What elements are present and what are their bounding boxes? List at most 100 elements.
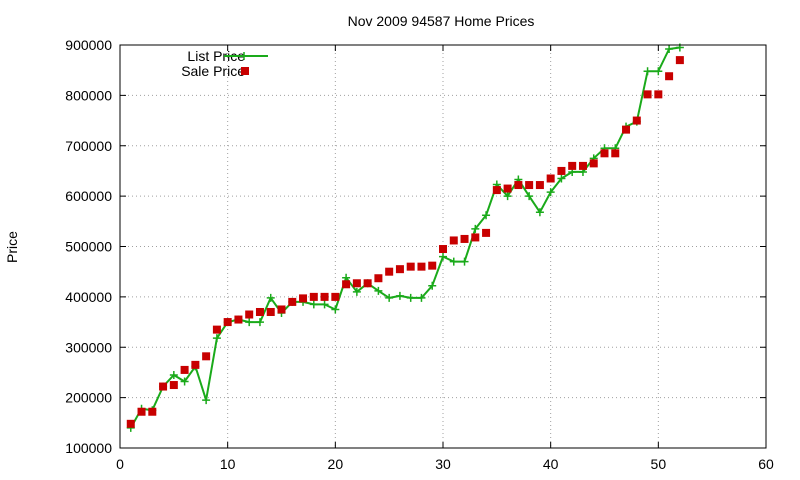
sale-price-point [406, 262, 415, 271]
sale-price-point [482, 228, 491, 237]
y-tick-label: 100000 [65, 440, 112, 456]
x-tick-label: 20 [328, 456, 344, 472]
y-tick-label: 900000 [65, 37, 112, 53]
list-price-point [439, 252, 447, 261]
list-price-point [255, 318, 264, 327]
sale-price-point [557, 166, 566, 175]
list-price-point [309, 300, 318, 309]
sale-price-point [589, 159, 598, 168]
list-price-point [654, 67, 663, 76]
list-price-point [482, 211, 491, 220]
sale-price-point [309, 292, 318, 301]
list-price-point [385, 293, 394, 302]
y-axis-label: Price [4, 231, 20, 263]
sale-price-point [611, 149, 620, 158]
list-price-point [525, 192, 534, 201]
y-tick-label: 500000 [65, 239, 112, 255]
legend-label-sale-price: Sale Price [181, 63, 245, 79]
sale-price-point [159, 382, 168, 391]
x-tick-label: 40 [543, 456, 559, 472]
legend-label-list-price: List Price [187, 48, 245, 64]
sale-price-point [299, 294, 308, 303]
series-layer [126, 43, 684, 432]
list-price-point [395, 291, 404, 300]
chart-title: Nov 2009 94587 Home Prices [348, 13, 535, 29]
sale-price-point [169, 381, 178, 390]
sale-price-point [320, 292, 329, 301]
list-price-point [460, 257, 469, 266]
sale-price-point [363, 279, 372, 288]
sale-price-point [266, 307, 275, 316]
list-price-point [449, 257, 458, 266]
list-price-point [503, 192, 512, 201]
list-price-point [352, 287, 361, 296]
sale-price-point [578, 161, 587, 170]
sale-price-point [331, 292, 340, 301]
y-tick-label: 700000 [65, 138, 112, 154]
y-tick-label: 600000 [65, 188, 112, 204]
y-tick-label: 800000 [65, 87, 112, 103]
list-price-point [320, 300, 329, 309]
sale-price-point [439, 245, 447, 254]
sale-price-point [568, 161, 577, 170]
sale-price-point [352, 279, 361, 288]
sale-price-point [223, 318, 232, 327]
sale-price-point [148, 407, 157, 416]
list-price-point [180, 377, 189, 386]
sale-price-point [675, 56, 684, 65]
legend: List Price Sale Price [181, 48, 268, 79]
list-price-point [266, 293, 275, 302]
sale-price-point [255, 307, 264, 316]
sale-price-point [535, 181, 544, 190]
sale-price-point [180, 365, 189, 374]
sale-price-point [277, 305, 286, 314]
sale-price-point [503, 184, 512, 193]
sale-price-point [374, 274, 383, 283]
sale-price-point [654, 90, 663, 99]
legend-marker-sale-price [241, 67, 249, 75]
plot-frame [119, 44, 767, 449]
y-tick-label: 300000 [65, 339, 112, 355]
sale-price-point [191, 360, 200, 369]
sale-price-point [137, 407, 146, 416]
list-price-point [643, 67, 652, 76]
sale-price-point [632, 116, 641, 125]
sale-price-point [342, 280, 351, 289]
y-tick-label: 400000 [65, 289, 112, 305]
sale-price-point [600, 149, 609, 158]
axis-ticks: 0 10 20 30 40 50 60 100000 200000 300000 400000 500… [65, 37, 774, 472]
x-tick-label: 0 [116, 456, 124, 472]
list-price-point [665, 45, 674, 54]
list-price-point [202, 396, 211, 405]
x-tick-label: 30 [435, 456, 451, 472]
sale-price-point [428, 261, 437, 270]
list-price-point [331, 305, 340, 314]
list-price-point [557, 174, 566, 183]
sale-price-point [460, 234, 469, 243]
sale-price-point [471, 233, 480, 242]
x-tick-label: 10 [220, 456, 236, 472]
list-price-point [428, 281, 437, 290]
sale-price-point [126, 419, 135, 428]
list-price-point [417, 293, 426, 302]
sale-price-point [234, 315, 243, 324]
list-price-point [212, 334, 221, 343]
list-price-point [406, 293, 415, 302]
legend-marker-list-price [240, 52, 248, 60]
sale-price-point [212, 325, 221, 334]
x-tick-label: 50 [651, 456, 667, 472]
sale-price-point [665, 72, 674, 81]
sale-price-point [202, 352, 211, 361]
sale-price-point [643, 90, 652, 99]
sale-price-point [449, 236, 458, 245]
sale-price-point [622, 125, 631, 134]
sale-price-point [514, 181, 523, 190]
sale-price-point [288, 297, 297, 306]
list-price-point [374, 286, 383, 295]
sale-price-point [492, 186, 501, 195]
sale-price-point [546, 174, 555, 183]
sale-price-point [417, 262, 426, 271]
x-tick-label: 60 [758, 456, 774, 472]
list-price-point [546, 188, 555, 197]
